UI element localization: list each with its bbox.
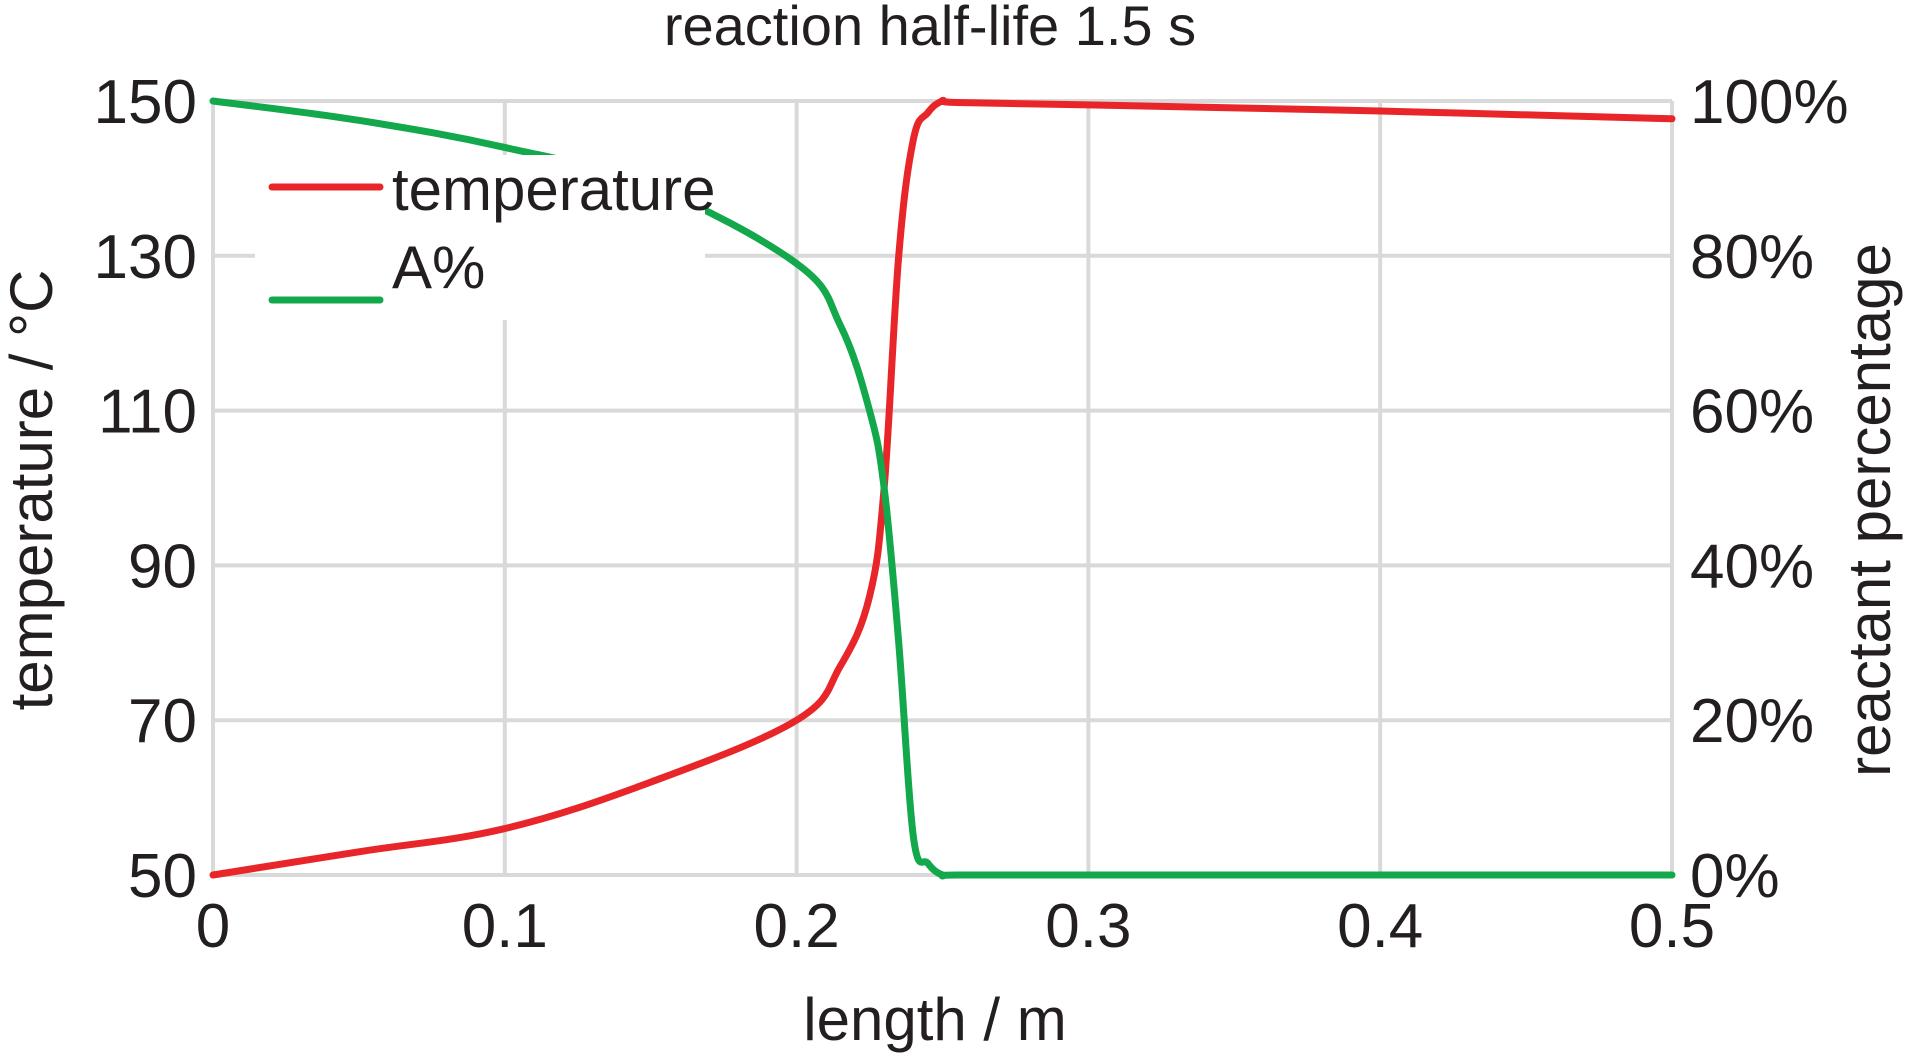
y-left-tick-label: 90 xyxy=(128,532,197,601)
y-axis-left-label: temperature / °C xyxy=(0,270,65,711)
y-left-tick-label: 110 xyxy=(98,378,197,447)
y-left-tick-label: 150 xyxy=(94,68,197,137)
legend-label-temperature: temperature xyxy=(392,156,716,223)
y-left-tick-label: 50 xyxy=(128,842,197,911)
y-right-tick-label: 40% xyxy=(1690,532,1814,601)
y-right-tick-label: 60% xyxy=(1690,378,1814,447)
chart-title: reaction half-life 1.5 s xyxy=(664,0,1196,57)
legend-background xyxy=(255,155,705,320)
x-tick-label: 0.1 xyxy=(462,892,548,961)
x-tick-label: 0.5 xyxy=(1629,892,1715,961)
legend-label-a-percent: A% xyxy=(392,234,485,301)
x-tick-label: 0.4 xyxy=(1337,892,1423,961)
axes: 0 0.1 0.2 0.3 0.4 0.5 50 70 90 110 130 150 0% 20% 40% 6… xyxy=(94,68,1849,961)
x-tick-label: 0 xyxy=(196,892,230,961)
series-line-temperature xyxy=(209,96,1676,879)
x-tick-label: 0.2 xyxy=(753,892,839,961)
y-left-tick-label: 70 xyxy=(128,687,197,756)
y-right-tick-label: 20% xyxy=(1690,687,1814,756)
legend: temperature A% xyxy=(255,155,716,320)
y-left-tick-label: 130 xyxy=(94,223,197,292)
y-axis-right-label: reactant percentage xyxy=(1836,243,1903,777)
y-right-tick-label: 80% xyxy=(1690,223,1814,292)
x-tick-label: 0.3 xyxy=(1045,892,1131,961)
y-right-tick-label: 100% xyxy=(1690,68,1849,137)
y-right-tick-label: 0% xyxy=(1690,842,1780,911)
x-axis-label: length / m xyxy=(803,986,1066,1053)
